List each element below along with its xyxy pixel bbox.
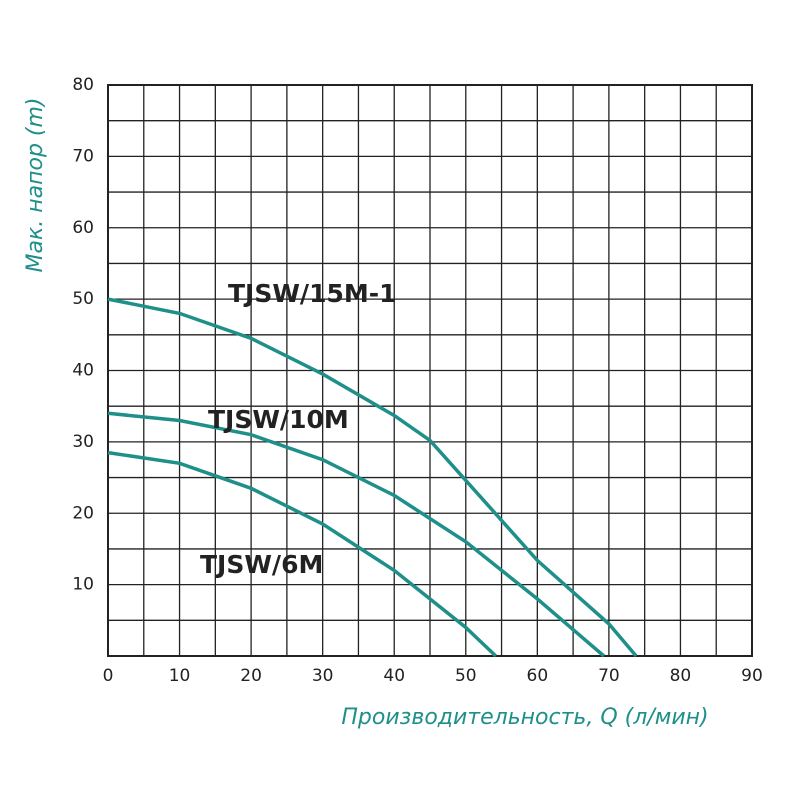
y-tick-label: 20 [72,503,94,523]
series-label: TJSW/6M [200,550,323,579]
curve [107,450,498,658]
x-tick-label: 10 [169,666,191,686]
curve [107,411,606,658]
series-label: TJSW/15M-1 [228,279,397,308]
x-tick-label: 0 [103,666,114,686]
x-tick-label: 90 [741,666,763,686]
x-tick-label: 20 [240,666,262,686]
y-tick-label: 80 [72,75,94,95]
x-tick-label: 70 [598,666,620,686]
x-tick-label: 30 [312,666,334,686]
y-tick-label: 50 [72,289,94,309]
y-tick-label: 70 [72,146,94,166]
y-tick-label: 30 [72,432,94,452]
y-tick-label: 60 [72,218,94,238]
y-tick-label: 40 [72,361,94,381]
x-tick-label: 50 [455,666,477,686]
y-tick-label: 10 [72,575,94,595]
x-tick-label: 80 [670,666,692,686]
curve [107,297,638,658]
y-axis-title: Мак. напор (m) [23,97,48,272]
x-tick-label: 60 [527,666,549,686]
plot-frame [107,84,753,657]
x-tick-label: 40 [383,666,405,686]
series-label: TJSW/10M [208,405,349,434]
x-axis-title: Производительность, Q (л/мин) [341,705,708,730]
